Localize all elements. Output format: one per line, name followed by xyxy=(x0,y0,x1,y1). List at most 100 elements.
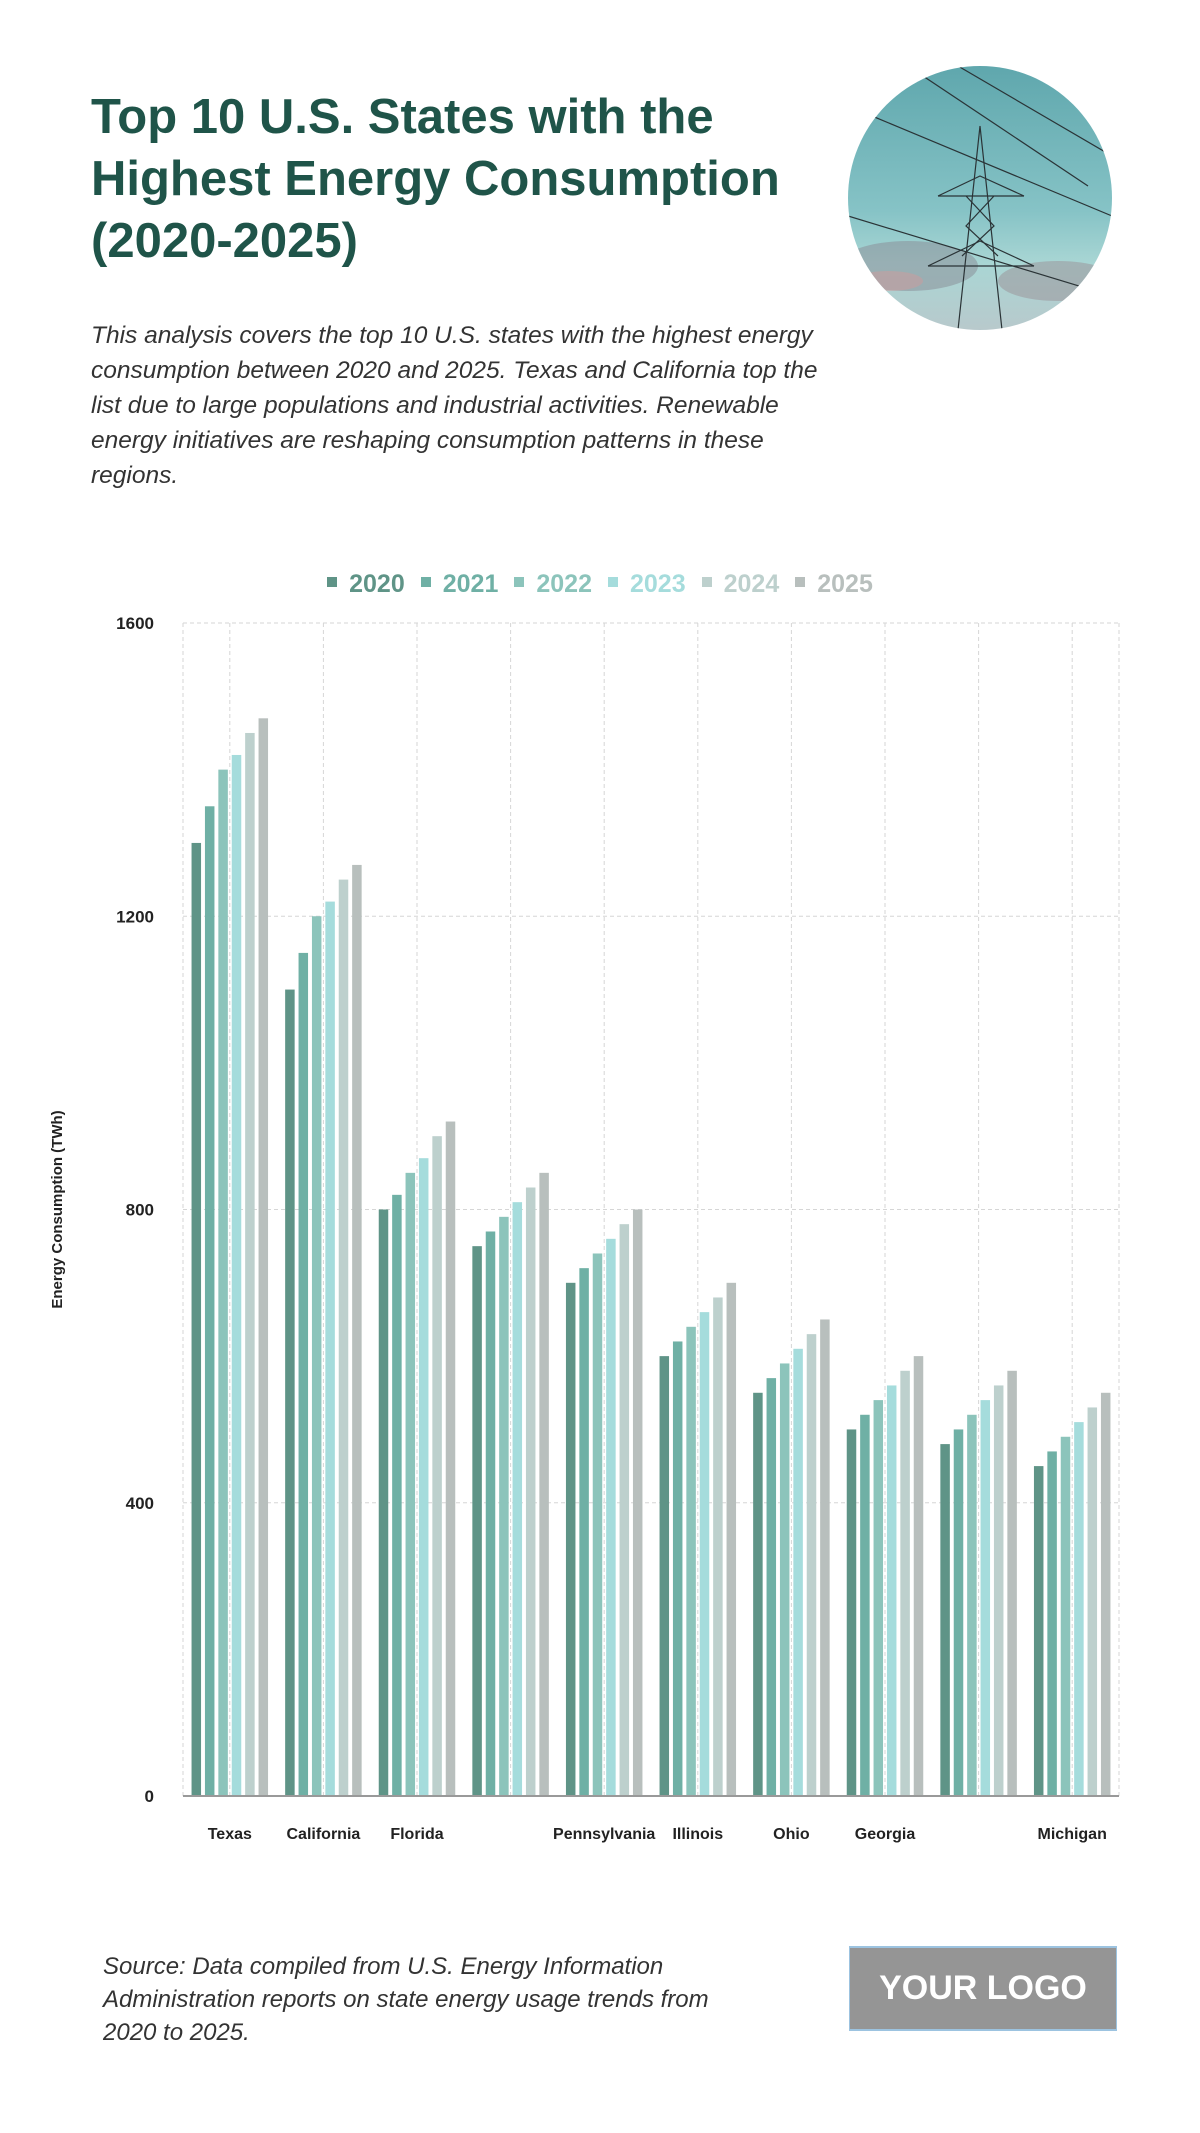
legend-swatch xyxy=(420,577,431,588)
bar-category-9-2024 xyxy=(993,1385,1004,1796)
bar-pennsylvania-2022 xyxy=(592,1253,603,1796)
y-tick-label: 400 xyxy=(126,1494,154,1513)
bar-category-9-2025 xyxy=(1007,1370,1017,1796)
x-tick-label: California xyxy=(287,1826,361,1843)
x-tick-label: Georgia xyxy=(855,1826,916,1843)
bar-ohio-2023 xyxy=(793,1348,803,1796)
bar-texas-2020 xyxy=(191,842,202,1796)
bar-pennsylvania-2021 xyxy=(579,1268,589,1796)
bar-illinois-2022 xyxy=(686,1326,696,1796)
page-title: Top 10 U.S. States with the Highest Ener… xyxy=(91,90,780,268)
bar-category-4-2025 xyxy=(539,1172,549,1796)
bar-georgia-2021 xyxy=(860,1414,870,1796)
bar-category-9-2023 xyxy=(980,1400,991,1796)
bar-florida-2024 xyxy=(432,1136,442,1796)
bar-ohio-2021 xyxy=(766,1378,777,1796)
x-tick-label: Texas xyxy=(208,1826,252,1843)
bar-category-9-2021 xyxy=(953,1429,964,1796)
bar-michigan-2021 xyxy=(1047,1451,1057,1796)
legend-item-2020: 2020 xyxy=(327,570,405,599)
legend-label: 2021 xyxy=(442,570,499,598)
bar-chart: 0 400 800 1200 1600 Texas California Florida Pen… xyxy=(49,614,1120,1843)
legend-label: 2024 xyxy=(723,570,780,598)
bar-ohio-2022 xyxy=(779,1363,790,1796)
source-note: Source: Data compiled from U.S. Energy I… xyxy=(103,1953,709,2046)
bar-georgia-2020 xyxy=(846,1429,857,1796)
bar-texas-2025 xyxy=(258,718,269,1796)
x-tick-label: Florida xyxy=(390,1826,443,1843)
legend-item-2024: 2024 xyxy=(701,570,780,599)
bar-florida-2021 xyxy=(392,1194,402,1796)
bar-georgia-2022 xyxy=(873,1400,884,1796)
bar-category-4-2023 xyxy=(512,1202,523,1796)
x-tick-label: Pennsylvania xyxy=(553,1826,655,1843)
power-tower-icon xyxy=(848,66,1112,330)
bar-michigan-2022 xyxy=(1060,1436,1071,1796)
bar-michigan-2020 xyxy=(1033,1466,1044,1796)
x-tick-label: Michigan xyxy=(1038,1826,1107,1843)
bar-category-4-2024 xyxy=(525,1187,536,1796)
legend: 2020 2021 2022 2023 2024 2025 xyxy=(0,570,1200,599)
bar-florida-2020 xyxy=(378,1209,389,1796)
bar-florida-2022 xyxy=(405,1172,416,1796)
bar-pennsylvania-2024 xyxy=(619,1224,630,1796)
power-tower-image xyxy=(848,66,1112,330)
bar-category-9-2020 xyxy=(940,1444,950,1796)
bar-florida-2025 xyxy=(445,1121,456,1796)
bar-california-2020 xyxy=(285,989,295,1796)
legend-label: 2025 xyxy=(817,570,873,598)
y-tick-label: 800 xyxy=(126,1201,154,1220)
bar-georgia-2023 xyxy=(886,1385,897,1796)
bar-pennsylvania-2020 xyxy=(565,1282,576,1796)
legend-swatch xyxy=(514,577,525,588)
logo-placeholder: YOUR LOGO xyxy=(849,1946,1117,2031)
bar-ohio-2020 xyxy=(753,1392,763,1796)
bar-georgia-2025 xyxy=(913,1356,924,1796)
bar-ohio-2025 xyxy=(820,1319,830,1796)
legend-swatch xyxy=(327,577,338,588)
bar-california-2024 xyxy=(338,879,349,1796)
bar-category-4-2020 xyxy=(472,1246,482,1796)
legend-swatch xyxy=(795,577,806,588)
bar-california-2023 xyxy=(325,901,335,1796)
bar-georgia-2024 xyxy=(900,1370,910,1796)
bar-texas-2023 xyxy=(231,754,242,1796)
legend-item-2025: 2025 xyxy=(795,570,873,599)
bar-illinois-2021 xyxy=(672,1341,683,1796)
bar-illinois-2020 xyxy=(659,1356,670,1796)
bar-michigan-2024 xyxy=(1087,1407,1098,1796)
bar-texas-2022 xyxy=(218,769,228,1796)
bar-category-9-2022 xyxy=(967,1414,977,1796)
bar-michigan-2025 xyxy=(1100,1392,1111,1796)
x-tick-label: Illinois xyxy=(672,1826,723,1843)
legend-label: 2022 xyxy=(536,570,592,598)
x-tick-label: Ohio xyxy=(773,1826,810,1843)
bar-illinois-2023 xyxy=(699,1312,710,1796)
y-tick-label: 1600 xyxy=(116,614,154,633)
bar-california-2022 xyxy=(311,916,322,1796)
bar-pennsylvania-2025 xyxy=(632,1209,643,1796)
bar-pennsylvania-2023 xyxy=(606,1238,616,1796)
legend-item-2022: 2022 xyxy=(514,570,592,599)
bar-michigan-2023 xyxy=(1074,1422,1084,1796)
y-axis-label: Energy Consumption (TWh) xyxy=(49,1110,66,1308)
bar-california-2021 xyxy=(298,952,309,1796)
bar-texas-2024 xyxy=(245,732,255,1796)
legend-item-2023: 2023 xyxy=(608,570,686,599)
bar-florida-2023 xyxy=(418,1158,429,1796)
bar-illinois-2024 xyxy=(713,1297,723,1796)
bar-illinois-2025 xyxy=(726,1282,737,1796)
legend-swatch xyxy=(608,577,618,588)
description: This analysis covers the top 10 U.S. sta… xyxy=(91,322,818,489)
y-tick-label: 1200 xyxy=(116,907,154,926)
bar-california-2025 xyxy=(352,864,362,1796)
y-tick-label: 0 xyxy=(145,1787,154,1806)
bar-category-4-2022 xyxy=(499,1216,509,1796)
legend-label: 2023 xyxy=(630,570,686,598)
bar-ohio-2024 xyxy=(806,1334,817,1796)
bar-texas-2021 xyxy=(204,806,215,1796)
legend-label: 2020 xyxy=(349,570,405,598)
legend-item-2021: 2021 xyxy=(420,570,499,599)
bar-category-4-2021 xyxy=(485,1231,496,1796)
legend-swatch xyxy=(701,577,712,588)
